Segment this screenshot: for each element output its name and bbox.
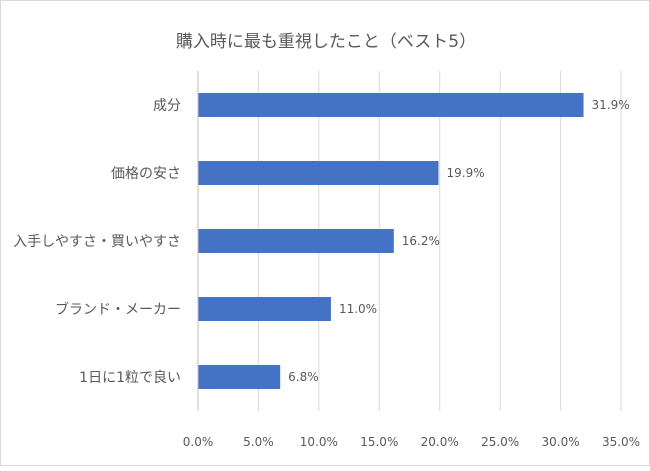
- category-label: 入手しやすさ・買いやすさ: [13, 234, 181, 250]
- category-label: 1日に1粒で良い: [79, 370, 181, 386]
- category-label: 価格の安さ: [111, 166, 181, 182]
- category-label: ブランド・メーカー: [55, 301, 181, 318]
- data-label: 6.8%: [288, 370, 319, 384]
- bar: [198, 365, 281, 389]
- chart-title: 購入時に最も重視したこと（ベスト5）: [175, 32, 477, 52]
- bar: [198, 161, 439, 185]
- x-tick-label: 25.0%: [481, 435, 519, 449]
- x-tick-label: 0.0%: [183, 435, 214, 449]
- data-label: 19.9%: [447, 166, 485, 180]
- x-tick-label: 15.0%: [360, 435, 398, 449]
- bar: [198, 229, 394, 253]
- category-label: 成分: [153, 98, 181, 114]
- data-label: 31.9%: [592, 98, 630, 112]
- x-tick-label: 20.0%: [421, 435, 459, 449]
- bar: [198, 297, 331, 321]
- x-tick-label: 10.0%: [300, 435, 338, 449]
- x-tick-label: 35.0%: [602, 435, 640, 449]
- bar: [198, 93, 584, 117]
- x-tick-label: 30.0%: [542, 435, 580, 449]
- x-tick-label: 5.0%: [243, 435, 274, 449]
- data-label: 16.2%: [402, 234, 440, 248]
- data-label: 11.0%: [339, 302, 377, 316]
